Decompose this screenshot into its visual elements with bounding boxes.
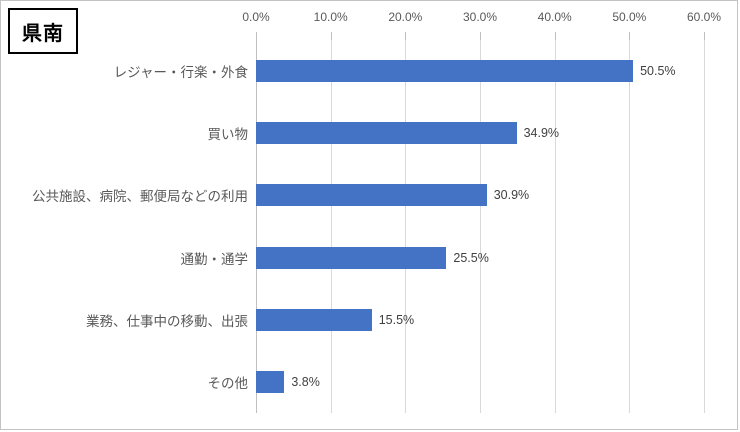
category-label: レジャー・行楽・外食: [113, 65, 248, 81]
x-axis-tick-mark: [330, 32, 332, 40]
bar-row: 34.9%: [256, 102, 704, 164]
x-axis-tick-mark: [405, 32, 407, 40]
bar-4: [256, 246, 447, 269]
bar-row: 25.5%: [256, 227, 704, 289]
gridline: [330, 40, 332, 413]
gridline: [480, 40, 481, 413]
data-label: 25.5%: [453, 250, 489, 265]
data-label: 15.5%: [378, 312, 415, 327]
bar-6: [256, 370, 285, 393]
data-label: 50.5%: [640, 64, 676, 79]
gridline: [704, 40, 705, 413]
x-axis-tick-label: 10.0%: [313, 10, 348, 24]
plot-area: 50.5% 34.9% 30.9% 25.5% 15.5% 3.8%: [256, 40, 705, 413]
category-label: 買い物: [207, 127, 249, 143]
gridline: [554, 40, 556, 413]
x-axis-tick-mark: [704, 32, 705, 40]
category-label: 業務、仕事中の移動、出張: [86, 313, 248, 329]
x-axis-tick-label: 40.0%: [537, 10, 572, 24]
bar-5: [256, 308, 372, 331]
bar-row: 30.9%: [256, 164, 704, 226]
bar-row: 50.5%: [256, 40, 704, 102]
category-label: 公共施設、病院、郵便局などの利用: [32, 189, 248, 205]
bar-row: 15.5%: [256, 289, 704, 351]
gridline: [405, 40, 407, 413]
data-label: 3.8%: [291, 374, 320, 389]
value-axis-line: [256, 40, 257, 413]
x-axis-tick-label: 50.0%: [612, 10, 647, 24]
chart-title: 県南: [22, 22, 64, 45]
x-axis-tick-mark: [629, 32, 631, 40]
x-axis-tick-label: 60.0%: [686, 10, 722, 24]
bar-row: 3.8%: [256, 351, 704, 413]
category-label: その他: [207, 375, 249, 391]
data-label: 30.9%: [493, 188, 530, 203]
data-label: 34.9%: [523, 126, 560, 141]
category-label: 通勤・通学: [180, 251, 249, 267]
x-axis-tick-label: 30.0%: [462, 10, 498, 24]
bar-1: [256, 60, 634, 83]
gridline: [629, 40, 631, 413]
x-axis-tick-mark: [480, 32, 481, 40]
x-axis-tick-mark: [256, 32, 257, 40]
bar-3: [256, 184, 487, 207]
x-axis-tick-mark: [554, 32, 556, 40]
chart-title-box: 県南: [8, 8, 78, 54]
x-axis-tick-label: 20.0%: [388, 10, 423, 24]
x-axis-tick-label: 0.0%: [242, 10, 270, 24]
bar-2: [256, 122, 517, 145]
